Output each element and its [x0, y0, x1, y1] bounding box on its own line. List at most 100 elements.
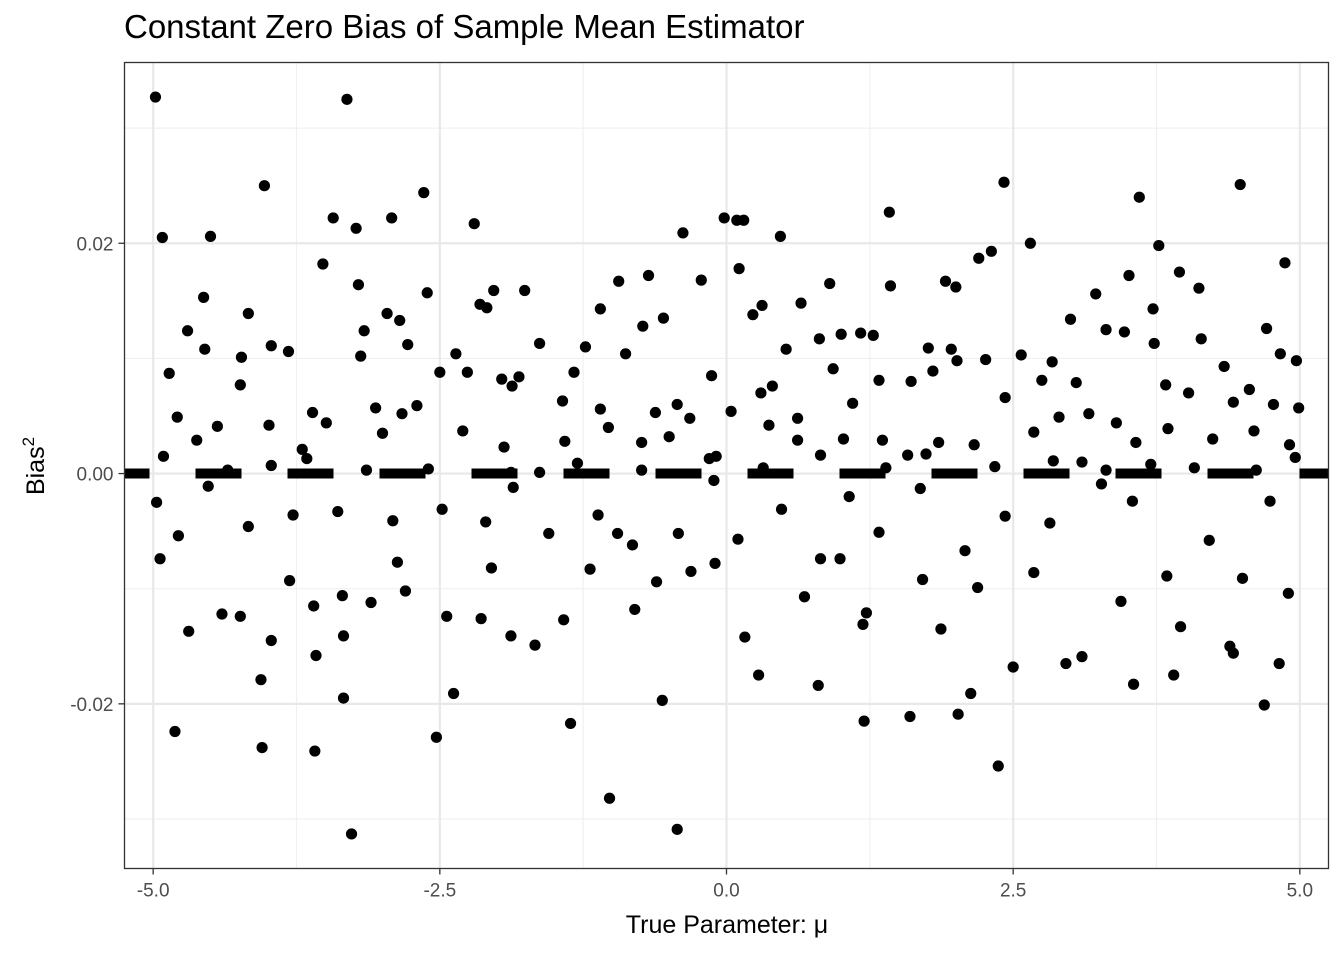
data-point	[391, 556, 404, 568]
data-point	[156, 231, 168, 244]
data-point	[336, 590, 348, 602]
data-point	[902, 449, 914, 461]
data-point	[441, 610, 453, 622]
data-point	[1203, 534, 1215, 546]
data-point	[1127, 678, 1140, 690]
data-point	[1047, 455, 1059, 467]
y-tick-label: -0.02	[70, 695, 113, 716]
data-point	[1195, 333, 1207, 345]
data-point	[468, 218, 480, 230]
data-point	[1095, 478, 1108, 490]
data-point	[718, 212, 730, 224]
data-point	[636, 436, 648, 449]
data-point	[1260, 322, 1273, 335]
data-point	[579, 341, 592, 353]
data-point	[507, 481, 519, 493]
data-point	[629, 603, 641, 616]
data-point	[922, 342, 934, 354]
data-point	[710, 450, 722, 462]
data-point	[1274, 348, 1286, 360]
data-point	[951, 355, 963, 367]
data-point	[1173, 266, 1186, 278]
data-point	[884, 280, 897, 292]
data-point	[496, 373, 508, 385]
data-point	[1236, 572, 1249, 584]
data-point	[950, 281, 962, 293]
data-point	[1115, 595, 1127, 607]
data-point	[671, 823, 683, 835]
data-point	[1110, 417, 1122, 429]
data-point	[571, 457, 584, 469]
data-point	[855, 327, 867, 339]
data-point	[1289, 451, 1301, 464]
data-point	[671, 398, 683, 411]
data-point	[775, 503, 788, 515]
data-point	[265, 340, 277, 352]
data-point	[157, 450, 170, 462]
data-point	[867, 329, 879, 341]
data-point	[1258, 699, 1270, 711]
data-point	[857, 618, 869, 630]
data-point	[972, 581, 984, 594]
data-point	[755, 387, 767, 399]
data-point	[151, 496, 163, 508]
data-point	[434, 366, 446, 378]
data-point	[1293, 402, 1305, 414]
data-point	[780, 343, 792, 355]
data-point	[558, 614, 570, 626]
data-point	[564, 717, 577, 730]
data-point	[337, 630, 350, 642]
x-tick-label: -5.0	[137, 881, 170, 902]
data-point	[234, 379, 246, 391]
data-point	[650, 576, 663, 588]
data-point	[939, 275, 952, 287]
data-point	[685, 565, 697, 578]
data-point	[1145, 458, 1157, 470]
data-point	[198, 291, 210, 303]
data-point	[708, 474, 720, 487]
data-point	[1224, 640, 1236, 652]
data-point	[282, 345, 295, 358]
data-point	[242, 520, 254, 533]
data-point	[657, 312, 670, 324]
data-point	[1218, 360, 1230, 373]
data-point	[1118, 326, 1130, 338]
data-point	[1243, 383, 1255, 396]
data-point	[533, 466, 546, 479]
data-point	[265, 634, 277, 647]
data-point	[1007, 661, 1019, 673]
data-point	[756, 299, 768, 312]
data-point	[480, 516, 492, 528]
data-point	[1100, 324, 1112, 336]
data-point	[843, 490, 855, 503]
data-point	[795, 297, 807, 309]
y-tick-label: 0.00	[77, 465, 114, 486]
data-point	[216, 608, 228, 620]
data-point	[1162, 423, 1174, 435]
data-point	[337, 692, 350, 704]
data-point	[1273, 657, 1285, 670]
data-point	[255, 674, 267, 686]
data-point	[1148, 337, 1160, 350]
data-point	[430, 731, 442, 743]
data-point	[310, 649, 322, 662]
y-axis-title-superscript: 2	[19, 437, 38, 446]
data-point	[396, 408, 408, 420]
y-axis-title-main: Bias	[22, 446, 50, 495]
x-axis-title: True Parameter: μ	[626, 911, 828, 939]
data-point	[709, 557, 721, 569]
data-point	[284, 575, 296, 587]
data-point	[935, 623, 947, 635]
data-point	[791, 412, 804, 424]
data-point	[672, 527, 684, 540]
data-point	[1279, 257, 1291, 269]
data-point	[684, 412, 696, 424]
data-point	[488, 284, 500, 297]
data-point	[402, 339, 414, 351]
data-point	[1126, 495, 1139, 507]
data-point	[1283, 439, 1296, 451]
data-point	[149, 91, 162, 103]
data-point	[350, 222, 362, 234]
data-point	[747, 309, 759, 321]
data-point	[265, 459, 277, 472]
